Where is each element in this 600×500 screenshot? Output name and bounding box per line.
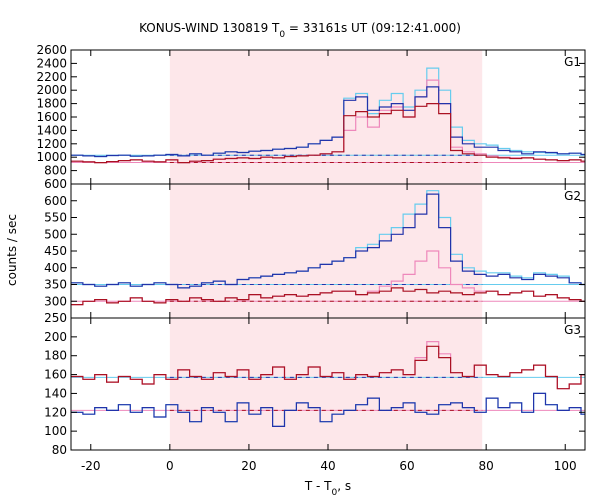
highlight-interval (169, 50, 483, 184)
y-tick-label: 1800 (36, 97, 67, 111)
y-tick-label: 80 (52, 443, 67, 457)
highlight-interval (169, 318, 483, 450)
plot-area: 6008001000120014001600180020002200240026… (36, 43, 586, 473)
y-tick-label: 550 (44, 211, 67, 225)
panel-label: G2 (564, 189, 581, 203)
series-line-2 (71, 103, 585, 164)
series-line-2 (71, 345, 585, 390)
y-tick-label: 140 (44, 386, 67, 400)
y-tick-label: 600 (44, 194, 67, 208)
y-tick-label: 350 (44, 278, 67, 292)
y-tick-label: 400 (44, 261, 67, 275)
x-tick-label: 20 (241, 459, 256, 473)
y-tick-label: 2200 (36, 70, 67, 84)
y-tick-label: 120 (44, 405, 67, 419)
x-tick-label: 80 (479, 459, 494, 473)
y-tick-label: 500 (44, 227, 67, 241)
y-tick-label: 200 (44, 330, 67, 344)
panel-g3: 80 100 120 140 160 180 200 G3 (44, 317, 586, 457)
x-tick-label: -20 (81, 459, 101, 473)
y-tick-label: 2000 (36, 83, 67, 97)
y-tick-label: 2400 (36, 56, 67, 70)
y-tick-label: 450 (44, 244, 67, 258)
y-tick-label: 600 (44, 177, 67, 191)
y-tick-label: 100 (44, 424, 67, 438)
y-tick-label: 300 (44, 294, 67, 308)
y-tick-label: 1200 (36, 137, 67, 151)
x-tick-label: 40 (320, 459, 335, 473)
series-line-1 (71, 193, 585, 289)
y-tick-label: 1400 (36, 123, 67, 137)
chart-title: KONUS-WIND 130819 T0 = 33161s UT (09:12:… (139, 21, 461, 40)
y-axis-label: counts / sec (5, 214, 19, 286)
x-tick-label: 100 (554, 459, 577, 473)
x-axis-label: T - T0, s (304, 479, 351, 498)
y-tick-label: 160 (44, 368, 67, 382)
series-line-1 (71, 86, 585, 158)
y-tick-label: 1600 (36, 110, 67, 124)
y-tick-label: 1000 (36, 150, 67, 164)
y-tick-label: 2600 (36, 43, 67, 57)
y-tick-label: 800 (44, 164, 67, 178)
panel-label: G1 (564, 55, 581, 69)
y-tick-label: 180 (44, 349, 67, 363)
panel-g1: 6008001000120014001600180020002200240026… (36, 43, 586, 191)
series-line-2 (71, 287, 585, 306)
x-tick-label: 60 (399, 459, 414, 473)
y-tick-label: 250 (44, 311, 67, 325)
panel-g2: 250 300 350 400 450 500 550 600 G2 (44, 183, 586, 325)
series-line-1 (71, 392, 585, 427)
x-tick-label: 0 (166, 459, 174, 473)
panel-label: G3 (564, 323, 581, 337)
